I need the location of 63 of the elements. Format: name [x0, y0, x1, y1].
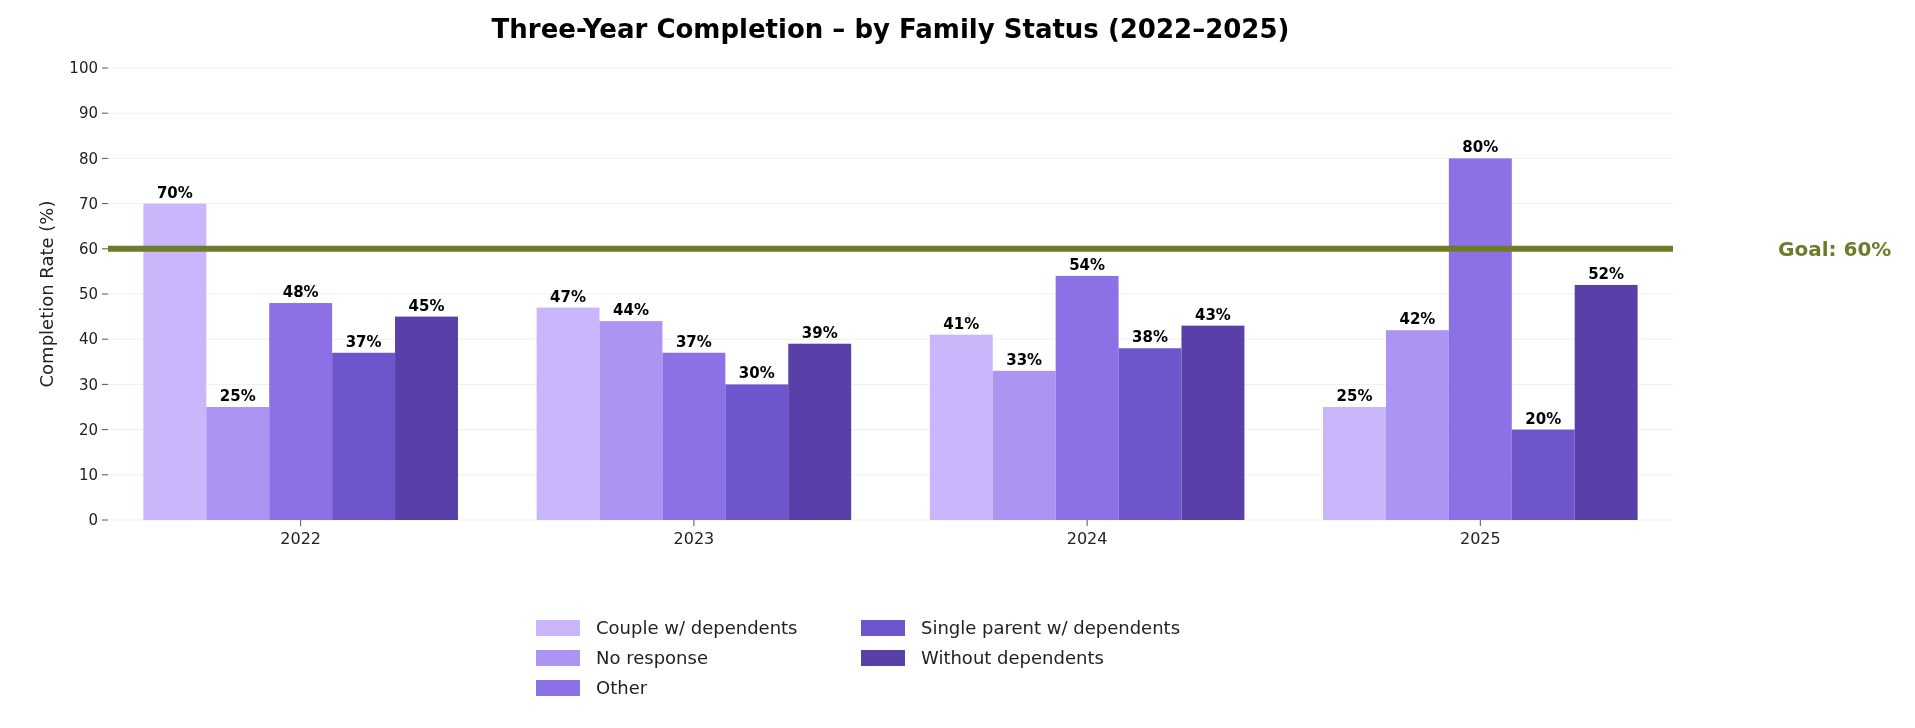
legend-label: Single parent w/ dependents	[921, 617, 1181, 639]
data-label: 43%	[1194, 305, 1231, 324]
chart-title: Three-Year Completion – by Family Status (2022–2025)	[491, 14, 1290, 44]
y-tick-label: 60	[78, 240, 98, 259]
data-label: 25%	[219, 387, 256, 405]
legend-label: No response	[596, 647, 708, 669]
ref-line-label: Goal: 60%	[1778, 236, 1892, 261]
data-label: 39%	[801, 323, 838, 342]
data-label: 41%	[943, 314, 980, 333]
bar	[1448, 158, 1512, 520]
bar	[1118, 348, 1182, 520]
data-label: 37%	[675, 332, 712, 351]
y-tick-label: 50	[78, 285, 98, 304]
legend-label: Other	[596, 677, 648, 699]
legend-label: Without dependents	[921, 647, 1104, 669]
bar	[395, 316, 458, 520]
y-tick-label: 10	[78, 466, 98, 485]
y-tick-label: 90	[78, 104, 98, 123]
bar	[599, 321, 663, 520]
data-label: 44%	[613, 301, 649, 320]
x-tick-label: 2025	[1459, 529, 1501, 548]
bar	[992, 370, 1056, 520]
data-label: 37%	[345, 332, 382, 351]
bar	[1511, 429, 1575, 520]
bar	[332, 352, 396, 520]
bar	[929, 334, 993, 520]
y-tick-label: 30	[78, 375, 98, 394]
y-tick-label: 80	[78, 149, 98, 168]
data-label: 48%	[282, 283, 319, 302]
bar	[1385, 330, 1449, 520]
bar	[269, 303, 333, 520]
x-tick-label: 2024	[1066, 529, 1108, 548]
bar	[788, 343, 852, 520]
y-tick-label: 20	[78, 420, 98, 439]
y-axis-title: Completion Rate (%)	[36, 200, 57, 388]
data-label: 42%	[1399, 310, 1436, 329]
bar	[1574, 284, 1638, 520]
bar	[1055, 275, 1119, 520]
data-label: 25%	[1336, 387, 1373, 405]
data-label: 33%	[1006, 350, 1043, 369]
data-label: 30%	[738, 364, 775, 383]
y-tick-label: 40	[78, 330, 98, 349]
bar	[1181, 325, 1245, 520]
data-label: 70%	[156, 183, 193, 202]
data-label: 52%	[1588, 264, 1625, 283]
bar	[206, 407, 270, 520]
x-tick-label: 2022	[280, 529, 322, 548]
data-label: 54%	[1069, 255, 1106, 274]
bar	[536, 307, 600, 520]
bar	[662, 352, 726, 520]
bar	[1323, 407, 1386, 520]
data-label: 20%	[1525, 409, 1562, 428]
data-label: 45%	[408, 296, 445, 315]
legend-label: Couple w/ dependents	[596, 617, 798, 639]
y-tick-label: 100	[69, 59, 98, 78]
bar	[725, 384, 789, 520]
y-tick-label: 0	[88, 511, 98, 530]
data-label: 38%	[1132, 328, 1168, 347]
y-tick-label: 70	[78, 194, 98, 213]
data-label: 47%	[550, 287, 587, 306]
x-tick-label: 2023	[673, 529, 715, 548]
data-label: 80%	[1462, 138, 1499, 157]
bar	[143, 203, 207, 520]
